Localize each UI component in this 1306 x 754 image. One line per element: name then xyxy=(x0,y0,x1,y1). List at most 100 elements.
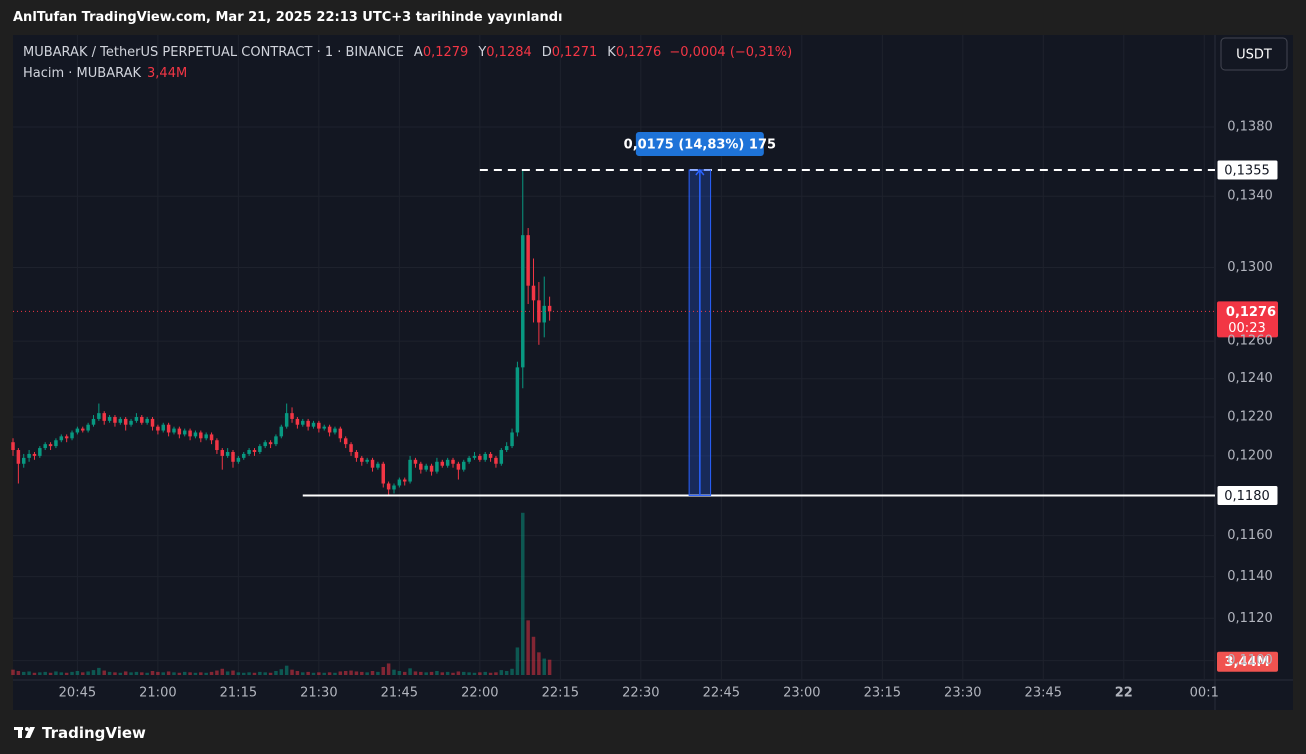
x-tick-label: 21:30 xyxy=(300,686,337,701)
volume-bar xyxy=(392,669,396,675)
volume-bar xyxy=(290,669,294,675)
candle-body xyxy=(429,465,434,472)
candle-body xyxy=(166,424,171,433)
volume-bar xyxy=(43,671,47,675)
ohlc-key: A xyxy=(413,45,423,60)
candle-body xyxy=(188,430,192,437)
candle-body xyxy=(376,463,380,468)
volume-bar xyxy=(38,672,42,675)
candle-body xyxy=(483,453,487,460)
candle-body xyxy=(504,446,509,451)
volume-bar xyxy=(102,670,106,675)
candle-body xyxy=(43,444,47,449)
volume-bar xyxy=(494,672,498,675)
volume-bar xyxy=(333,672,337,675)
candle-body xyxy=(220,450,225,456)
ohlc-value: 0,1271 xyxy=(551,45,598,60)
candle-body xyxy=(252,450,257,452)
x-tick-label: 23:45 xyxy=(1025,686,1062,701)
x-tick-label: 00:1 xyxy=(1190,686,1219,701)
volume-bar xyxy=(504,671,509,675)
volume-bar xyxy=(27,671,31,675)
volume-bar xyxy=(161,672,165,675)
volume-bar xyxy=(317,672,321,675)
volume-bar xyxy=(258,671,262,675)
candle-body xyxy=(349,444,353,452)
candle-body xyxy=(113,416,117,423)
volume-bar xyxy=(21,671,26,675)
volume-bar xyxy=(188,672,192,675)
volume-bar xyxy=(295,671,300,675)
volume-bar xyxy=(429,671,434,675)
candle-body xyxy=(102,413,106,421)
candle-body xyxy=(134,416,139,421)
volume-bar xyxy=(322,672,326,675)
candle-body xyxy=(145,418,149,423)
volume-bar xyxy=(499,670,504,675)
candle-body xyxy=(81,428,85,431)
candle-body xyxy=(161,424,165,431)
volume-bar xyxy=(537,652,541,675)
candle-body xyxy=(225,451,230,456)
volume-bar xyxy=(419,671,423,675)
volume-bar xyxy=(118,672,123,675)
volume-bar xyxy=(172,672,176,675)
volume-bar xyxy=(182,671,187,675)
candle-body xyxy=(91,418,96,425)
volume-title: Hacim · MUBARAK xyxy=(23,66,142,81)
candle-body xyxy=(75,428,80,433)
volume-bar xyxy=(462,671,466,675)
volume-bar xyxy=(129,672,133,675)
candle-body xyxy=(215,440,219,451)
candle-body xyxy=(413,459,418,464)
x-tick-label: 22 xyxy=(1115,686,1133,701)
candle-body xyxy=(123,418,128,425)
volume-bar xyxy=(542,658,546,675)
candle-body xyxy=(107,416,112,421)
volume-bar xyxy=(311,672,316,675)
currency-button-label[interactable]: USDT xyxy=(1236,48,1272,63)
volume-bar xyxy=(81,672,85,675)
currency-button[interactable] xyxy=(1220,37,1288,71)
volume-bar xyxy=(440,672,445,675)
volume-legend: Hacim · MUBARAK 3,44M xyxy=(23,66,187,81)
y-tick-label: 0,1160 xyxy=(1227,528,1273,543)
candle-body xyxy=(499,450,504,464)
volume-bar xyxy=(397,671,402,675)
volume-bar xyxy=(531,636,536,675)
candle-body xyxy=(435,461,439,472)
candle-body xyxy=(494,457,498,464)
y-tick-label: 0,1260 xyxy=(1227,334,1273,349)
volume-bar xyxy=(107,671,112,675)
x-tick-label: 23:00 xyxy=(783,686,820,701)
volume-bar xyxy=(156,671,160,675)
volume-bar xyxy=(86,671,90,675)
candle-body xyxy=(397,479,402,486)
candle-body xyxy=(182,430,187,435)
countdown-label: 00:23 xyxy=(1228,321,1265,336)
volume-bar xyxy=(215,670,219,675)
volume-bar xyxy=(247,672,251,675)
ohlc-value: 0,1276 xyxy=(615,45,662,60)
volume-bar xyxy=(483,671,487,675)
candle-body xyxy=(354,451,359,458)
volume-bar xyxy=(193,672,198,675)
x-tick-label: 22:00 xyxy=(461,686,498,701)
volume-bar xyxy=(360,671,364,675)
volume-bar xyxy=(349,670,353,675)
last-price-label: 0,1276 xyxy=(1226,305,1276,320)
volume-bar xyxy=(365,672,369,675)
candle-body xyxy=(48,444,53,447)
header-title: AnlTufan TradingView.com, Mar 21, 2025 2… xyxy=(13,10,563,25)
candle-body xyxy=(478,455,482,460)
volume-bar xyxy=(472,672,477,675)
volume-bar xyxy=(11,669,15,675)
candle-body xyxy=(531,285,536,301)
volume-bar xyxy=(521,512,525,675)
candle-body xyxy=(327,426,332,433)
candle-body xyxy=(241,453,246,458)
candle-body xyxy=(547,305,552,312)
candle-body xyxy=(456,463,461,470)
volume-bar xyxy=(279,669,284,675)
